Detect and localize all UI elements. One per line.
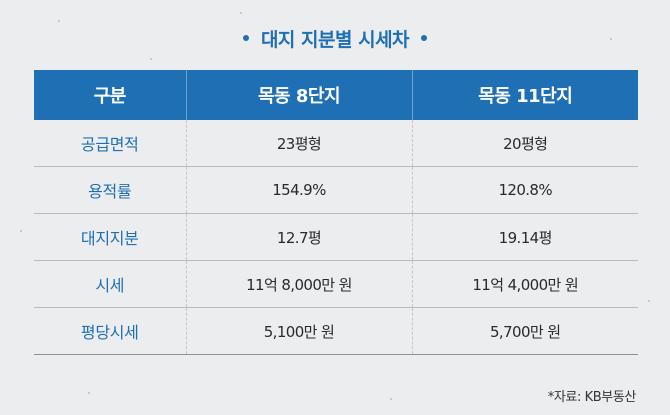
cell-value: 23평형 <box>185 120 412 167</box>
cell-value: 20평형 <box>411 120 638 167</box>
table-row: 대지지분 12.7평 19.14평 <box>34 213 638 261</box>
table-header-row: 구분 목동 8단지 목동 11단지 <box>34 70 638 120</box>
table-row: 평당시세 5,100만 원 5,700만 원 <box>34 307 638 355</box>
background-speck <box>150 58 152 60</box>
cell-value: 120.8% <box>411 166 638 214</box>
row-label: 대지지분 <box>34 213 186 261</box>
title-row: 대지 지분별 시세차 <box>0 22 670 54</box>
header-category: 구분 <box>34 70 186 120</box>
cell-value: 11억 4,000만 원 <box>411 260 638 308</box>
cell-value: 5,100만 원 <box>185 307 412 355</box>
source-note: *자료: KB부동산 <box>547 390 637 405</box>
background-speck <box>58 20 60 22</box>
cell-value: 11억 8,000만 원 <box>185 260 412 308</box>
table-row: 공급면적 23평형 20평형 <box>34 120 638 167</box>
header-mokdong-8: 목동 8단지 <box>185 70 412 120</box>
comparison-table: 구분 목동 8단지 목동 11단지 공급면적 23평형 20평형 용적률 154… <box>34 70 638 355</box>
cell-value: 12.7평 <box>185 213 412 261</box>
cell-value: 154.9% <box>185 166 412 214</box>
cell-value: 5,700만 원 <box>411 307 638 355</box>
page-title: 대지 지분별 시세차 <box>260 28 410 51</box>
background-speck <box>610 38 612 40</box>
row-label: 용적률 <box>34 166 186 214</box>
row-label: 평당시세 <box>34 307 186 355</box>
background-speck <box>88 392 90 394</box>
background-speck <box>648 300 650 302</box>
cell-value: 19.14평 <box>411 213 638 261</box>
row-label: 시세 <box>34 260 186 308</box>
header-mokdong-11: 목동 11단지 <box>411 70 638 120</box>
background-speck <box>20 230 22 232</box>
background-speck <box>240 12 242 14</box>
bullet-dot-right <box>421 35 428 41</box>
background-speck <box>390 398 392 400</box>
table-row: 용적률 154.9% 120.8% <box>34 166 638 214</box>
table-row: 시세 11억 8,000만 원 11억 4,000만 원 <box>34 260 638 308</box>
row-label: 공급면적 <box>34 120 186 167</box>
bullet-dot-left <box>242 35 249 41</box>
